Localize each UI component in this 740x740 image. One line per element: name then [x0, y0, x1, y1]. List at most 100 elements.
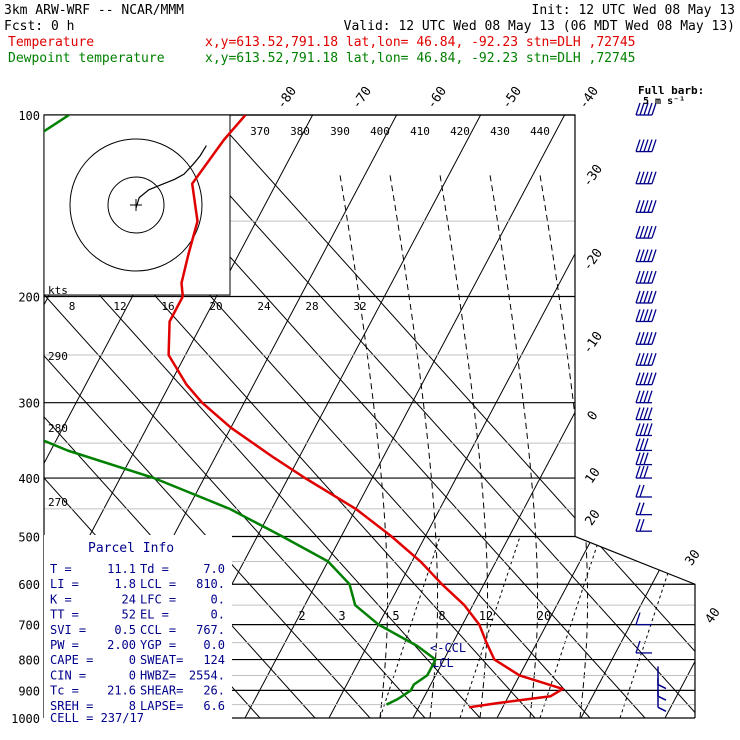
wind-barb [635, 309, 657, 323]
parcel-info-title: Parcel Info [88, 541, 174, 556]
dewpoint-trace [44, 115, 437, 706]
parcel-value: 2554. [189, 668, 225, 682]
mixing-ratio-label: 20 [537, 609, 551, 623]
theta-e-label: 390 [330, 125, 350, 138]
temperature-point-info: x,y=613.52,791.18 lat,lon= 46.84, -92.23… [205, 35, 635, 50]
wind-barb-flag [651, 249, 657, 262]
temperature-legend: Temperature [8, 35, 94, 50]
dry-adiabat-line [44, 115, 426, 718]
wind-barb-flag [647, 139, 653, 152]
moist-adiabat-line [489, 174, 539, 718]
wind-barb [635, 452, 652, 466]
pressure-tick-label: 500 [18, 530, 40, 544]
pressure-tick-label: 900 [18, 684, 40, 698]
dry-adiabat-line [44, 115, 481, 718]
moist-adiabat-line [339, 174, 389, 718]
wind-barb-flag [647, 270, 653, 284]
wind-barb [635, 102, 657, 116]
wind-barb [635, 390, 653, 404]
wind-barb-flag [647, 102, 653, 116]
parcel-key: LCL = [140, 577, 176, 591]
wind-barb-flag [639, 452, 645, 465]
theta-e-label: 370 [250, 125, 270, 138]
wind-barb-flag [647, 225, 653, 239]
isotherm-label: 20 [582, 507, 603, 528]
wind-barb-flag [647, 407, 653, 420]
barb-speed-label: 5 m s⁻¹ [643, 96, 685, 107]
pressure-tick-label: 700 [18, 619, 40, 633]
wind-barb-flag [643, 465, 649, 479]
parcel-key: LFC = [140, 592, 176, 606]
isotherm-line [664, 115, 695, 718]
parcel-key: CCL = [140, 623, 176, 637]
parcel-value: 52 [122, 608, 136, 622]
parcel-key: K = [50, 592, 72, 606]
wind-barb-flag [639, 484, 645, 498]
wind-barb-flag [635, 372, 641, 385]
wind-barb [635, 407, 653, 421]
wind-barb-flag [639, 372, 645, 385]
wind-barb-flag [635, 518, 641, 532]
ccl-label: <-CCL [430, 641, 466, 655]
wind-barb-flag [635, 452, 641, 465]
hodograph-ring-inner [107, 176, 165, 234]
parcel-key: SVI = [50, 623, 86, 637]
parcel-value: 1.8 [114, 577, 136, 591]
wind-barb-flag [651, 200, 657, 213]
wind-barb [635, 502, 652, 516]
wind-barb [635, 249, 657, 263]
speed-tick-label: 24 [257, 300, 271, 313]
wind-barb-flag [643, 438, 649, 451]
wind-barb [635, 270, 657, 284]
wind-barb-flag [657, 695, 667, 701]
speed-tick-label: 16 [161, 300, 174, 313]
wind-barb-flag [651, 372, 657, 385]
wind-barb-flag [639, 438, 645, 451]
wind-barb-flag [643, 139, 649, 152]
wind-barb-flag [643, 270, 649, 284]
hodograph-ring-outer [69, 138, 203, 272]
wind-barb-flag [647, 423, 653, 436]
isotherm-label: -80 [274, 84, 300, 112]
wind-barb-flag [643, 200, 649, 213]
wind-barb-flag [635, 407, 641, 420]
theta-label: 270 [48, 496, 68, 509]
wind-barb-flag [647, 372, 653, 385]
wind-barb-flag [643, 290, 649, 304]
wind-barb-flag [651, 353, 657, 366]
wind-barb-flag [651, 309, 657, 322]
mixing-ratio-label: 8 [438, 609, 445, 623]
wind-barb-flag [651, 225, 657, 239]
wind-barb [635, 438, 652, 452]
mixing-ratio-line [459, 536, 521, 718]
mixing-ratio-line [539, 536, 601, 718]
parcel-key: TT = [50, 608, 79, 622]
wind-barb-flag [635, 390, 641, 403]
wind-barb-flag [635, 139, 641, 152]
speed-tick-label: 12 [113, 300, 126, 313]
wind-barb-flag [635, 171, 641, 184]
wind-barb-flag [639, 309, 645, 322]
wind-barb-flag [643, 390, 649, 403]
isotherm-label: 30 [682, 547, 703, 568]
sounding-traces [44, 115, 565, 709]
parcel-key: CIN = [50, 668, 86, 682]
model-title: 3km ARW-WRF -- NCAR/MMM [4, 3, 184, 18]
wind-barb-flag [647, 200, 653, 213]
parcel-key: Tc = [50, 684, 79, 698]
speed-tick-label: 20 [209, 300, 222, 313]
wind-barb [635, 484, 652, 498]
wind-barb [635, 423, 653, 437]
wind-barb-flag [643, 423, 649, 436]
wind-barb [657, 666, 667, 690]
moist-adiabat-line [439, 174, 489, 718]
parcel-value: 2.00 [107, 638, 136, 652]
parcel-value: 6.6 [203, 699, 225, 713]
wind-barb-flag [643, 249, 649, 262]
mixing-ratio-label: 12 [479, 609, 493, 623]
parcel-value: 11.1 [107, 562, 136, 576]
wind-barb [635, 372, 657, 386]
theta-e-label: 380 [290, 125, 310, 138]
wind-barb [635, 225, 657, 239]
wind-barb-flag [643, 102, 649, 116]
